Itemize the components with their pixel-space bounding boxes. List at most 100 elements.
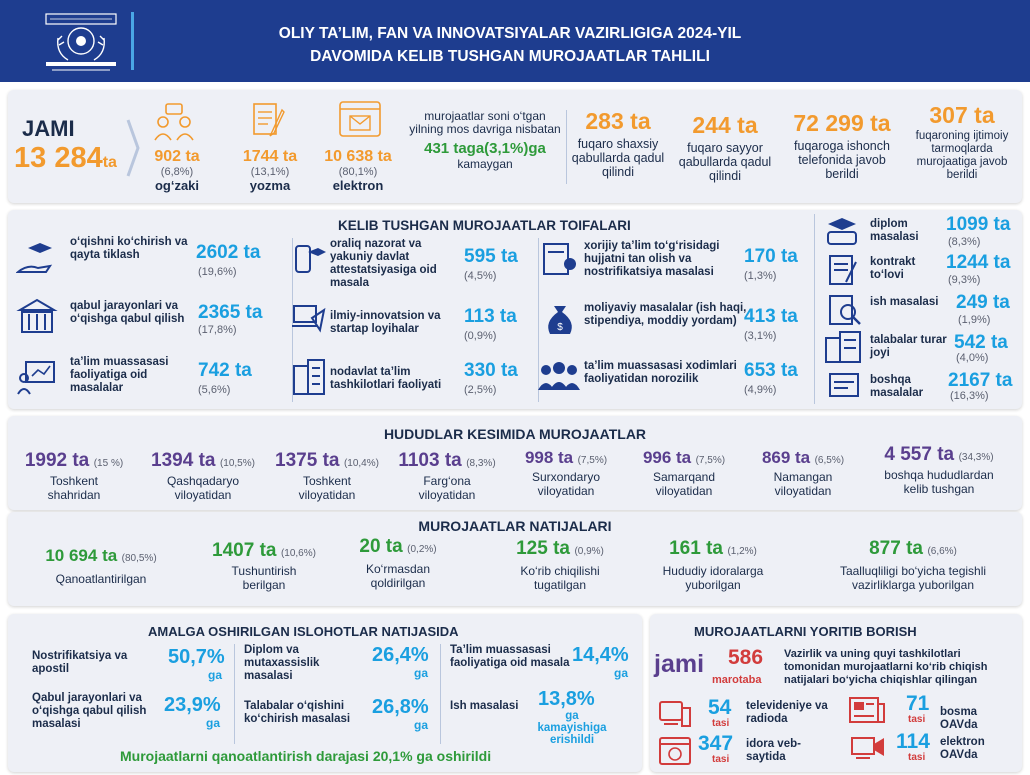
summary-panel: JAMI 13 284ta 902 ta (6,8%) og‘zaki 1744…	[8, 90, 1022, 203]
region-pct: (7,5%)	[695, 455, 726, 466]
category-pct: (16,3%)	[950, 390, 989, 402]
startup-laptop-icon	[292, 305, 326, 333]
category-pct: (8,3%)	[948, 236, 981, 248]
category-value: 2365 ta	[198, 302, 263, 323]
region-item: 1375 ta (10,4%) Toshkent viloyatidan	[264, 450, 390, 502]
summary-item-label: fuqaroga ishonch telefonida javob berild…	[794, 139, 890, 181]
web-browser-icon	[659, 737, 691, 765]
category-label: qabul jarayonlari va o‘qishga qabul qili…	[70, 300, 185, 325]
title-line-1: OLIY TA’LIM, FAN VA INNOVATSIYALAR VAZIR…	[278, 25, 742, 42]
channel-value: 1744 ta	[242, 148, 298, 165]
money-bag-icon: $	[548, 306, 572, 334]
reform-suffix: ga	[614, 666, 629, 680]
region-value: 998 ta	[524, 448, 574, 467]
coverage-unit: tasi	[908, 752, 926, 763]
result-value: 10 694 ta	[45, 546, 118, 565]
svg-text:$: $	[557, 322, 563, 333]
university-building-icon	[16, 298, 58, 333]
reform-value: 26,4%	[372, 644, 429, 666]
reforms-footer: Murojaatlarni qanoatlantirish darajasi 2…	[120, 748, 492, 764]
category-pct: (5,6%)	[198, 384, 231, 396]
buildings-icon	[293, 359, 325, 395]
graduation-hand-icon	[16, 243, 53, 273]
header-divider	[131, 12, 134, 70]
comparison-text: murojaatlar soni o‘tgan yilning mos davr…	[409, 109, 561, 136]
category-label: ta’lim muassasasi faoliyatiga oid masala…	[70, 356, 169, 394]
summary-item-phone: 72 299 ta fuqaroga ishonch telefonida ja…	[780, 110, 904, 181]
region-value: 1375 ta	[275, 450, 340, 471]
reform-value: 23,9%	[164, 694, 221, 716]
region-label: Namangan viloyatidan	[773, 470, 833, 498]
coverage-label: idora veb-saytida	[746, 738, 801, 763]
category-pct: (3,1%)	[744, 330, 777, 342]
category-pct: (4,5%)	[464, 270, 497, 282]
other-issues-icon	[829, 373, 859, 397]
category-value: 653 ta	[744, 360, 798, 381]
coverage-unit: tasi	[712, 754, 730, 765]
channel-value: 902 ta	[154, 148, 200, 165]
region-value: 869 ta	[761, 448, 811, 467]
category-pct: (2,5%)	[464, 384, 497, 396]
reform-label: Ish masalasi	[450, 700, 519, 712]
result-pct: (0,2%)	[407, 544, 437, 555]
result-pct: (80,5%)	[121, 553, 157, 564]
region-pct: (15 %)	[93, 458, 124, 469]
category-label: kontrakt to‘lovi	[870, 256, 916, 281]
result-value: 1407 ta	[212, 540, 277, 561]
category-label: ta’lim muassasasi xodimlari faoliyatidan…	[584, 360, 737, 385]
category-value: 595 ta	[464, 246, 518, 267]
reform-label: Talabalar o‘qishini ko‘chirish masalasi	[244, 700, 351, 725]
contract-icon	[829, 255, 857, 285]
category-label: o‘qishni ko‘chirish va qayta tiklash	[70, 236, 188, 261]
category-pct: (1,9%)	[958, 314, 991, 326]
ministry-logo-icon	[45, 13, 117, 71]
coverage-desc: Vazirlik va uning quyi tashkilotlari tom…	[784, 648, 988, 686]
summary-item-personal: 283 ta fuqaro shaxsiy qabullarda qadul q…	[568, 108, 668, 179]
category-value: 1099 ta	[946, 214, 1011, 235]
result-item: 161 ta (1,2%) Hududiy idoralarga yuboril…	[638, 538, 788, 592]
newspaper-icon	[849, 697, 885, 723]
reform-suffix: ga kamayishiga erishildi	[537, 710, 607, 746]
channel-value: 10 638 ta	[324, 148, 392, 165]
result-value: 161 ta	[669, 538, 723, 559]
reform-value: 13,8%	[538, 688, 595, 710]
summary-item-mobile: 244 ta fuqaro sayyor qabullarda qadul qi…	[672, 112, 778, 183]
coverage-unit: tasi	[712, 718, 730, 729]
result-label: Taalluqliligi bo‘yicha tegishli vazirlik…	[839, 564, 987, 592]
reforms-divider-2	[440, 644, 441, 744]
category-value: 330 ta	[464, 360, 518, 381]
category-pct: (17,8%)	[198, 324, 237, 336]
certificate-icon	[543, 243, 576, 275]
reforms-panel: AMALGA OSHIRILGAN ISLOHOTLAR NATIJASIDA …	[8, 614, 642, 772]
category-value: 2602 ta	[196, 242, 261, 263]
region-label: Toshkent shahridan	[47, 474, 101, 502]
result-item: 20 ta (0,2%) Ko‘rmasdan qoldirilgan	[338, 536, 458, 590]
region-item: 869 ta (6,5%) Namangan viloyatidan	[748, 448, 858, 498]
category-label: oraliq nazorat va yakuniy davlat attesta…	[330, 238, 437, 289]
region-pct: (34,3%)	[958, 452, 994, 463]
result-label: Tushuntirish berilgan	[231, 564, 297, 592]
region-item: 4 557 ta (34,3%) boshqa hududlardan keli…	[864, 444, 1014, 496]
region-item: 996 ta (7,5%) Samarqand viloyatidan	[626, 448, 742, 498]
region-label: Surxondaryo viloyatidan	[531, 470, 601, 498]
coverage-jami: jami	[654, 650, 705, 678]
summary-item-value: 72 299 ta	[793, 110, 891, 136]
coverage-value: 347	[698, 732, 734, 755]
channel-pct: (13,1%)	[250, 166, 290, 178]
region-value: 1992 ta	[24, 450, 90, 471]
category-value: 1244 ta	[946, 252, 1011, 273]
presentation-board-icon	[17, 361, 55, 395]
category-value: 113 ta	[464, 306, 517, 327]
col-divider-1	[292, 238, 293, 402]
summary-item-value: 283 ta	[585, 108, 651, 134]
category-value: 413 ta	[744, 306, 798, 327]
total-value: 13 284ta	[14, 142, 117, 175]
channel-written: 1744 ta (13,1%) yozma	[230, 148, 310, 193]
comparison-suffix: kamaygan	[457, 157, 513, 171]
channel-label: elektron	[332, 178, 384, 193]
coverage-unit: tasi	[908, 714, 926, 725]
category-value: 2167 ta	[948, 370, 1013, 391]
region-pct: (8,3%)	[466, 458, 496, 469]
region-item: 1992 ta (15 %) Toshkent shahridan	[14, 450, 134, 502]
